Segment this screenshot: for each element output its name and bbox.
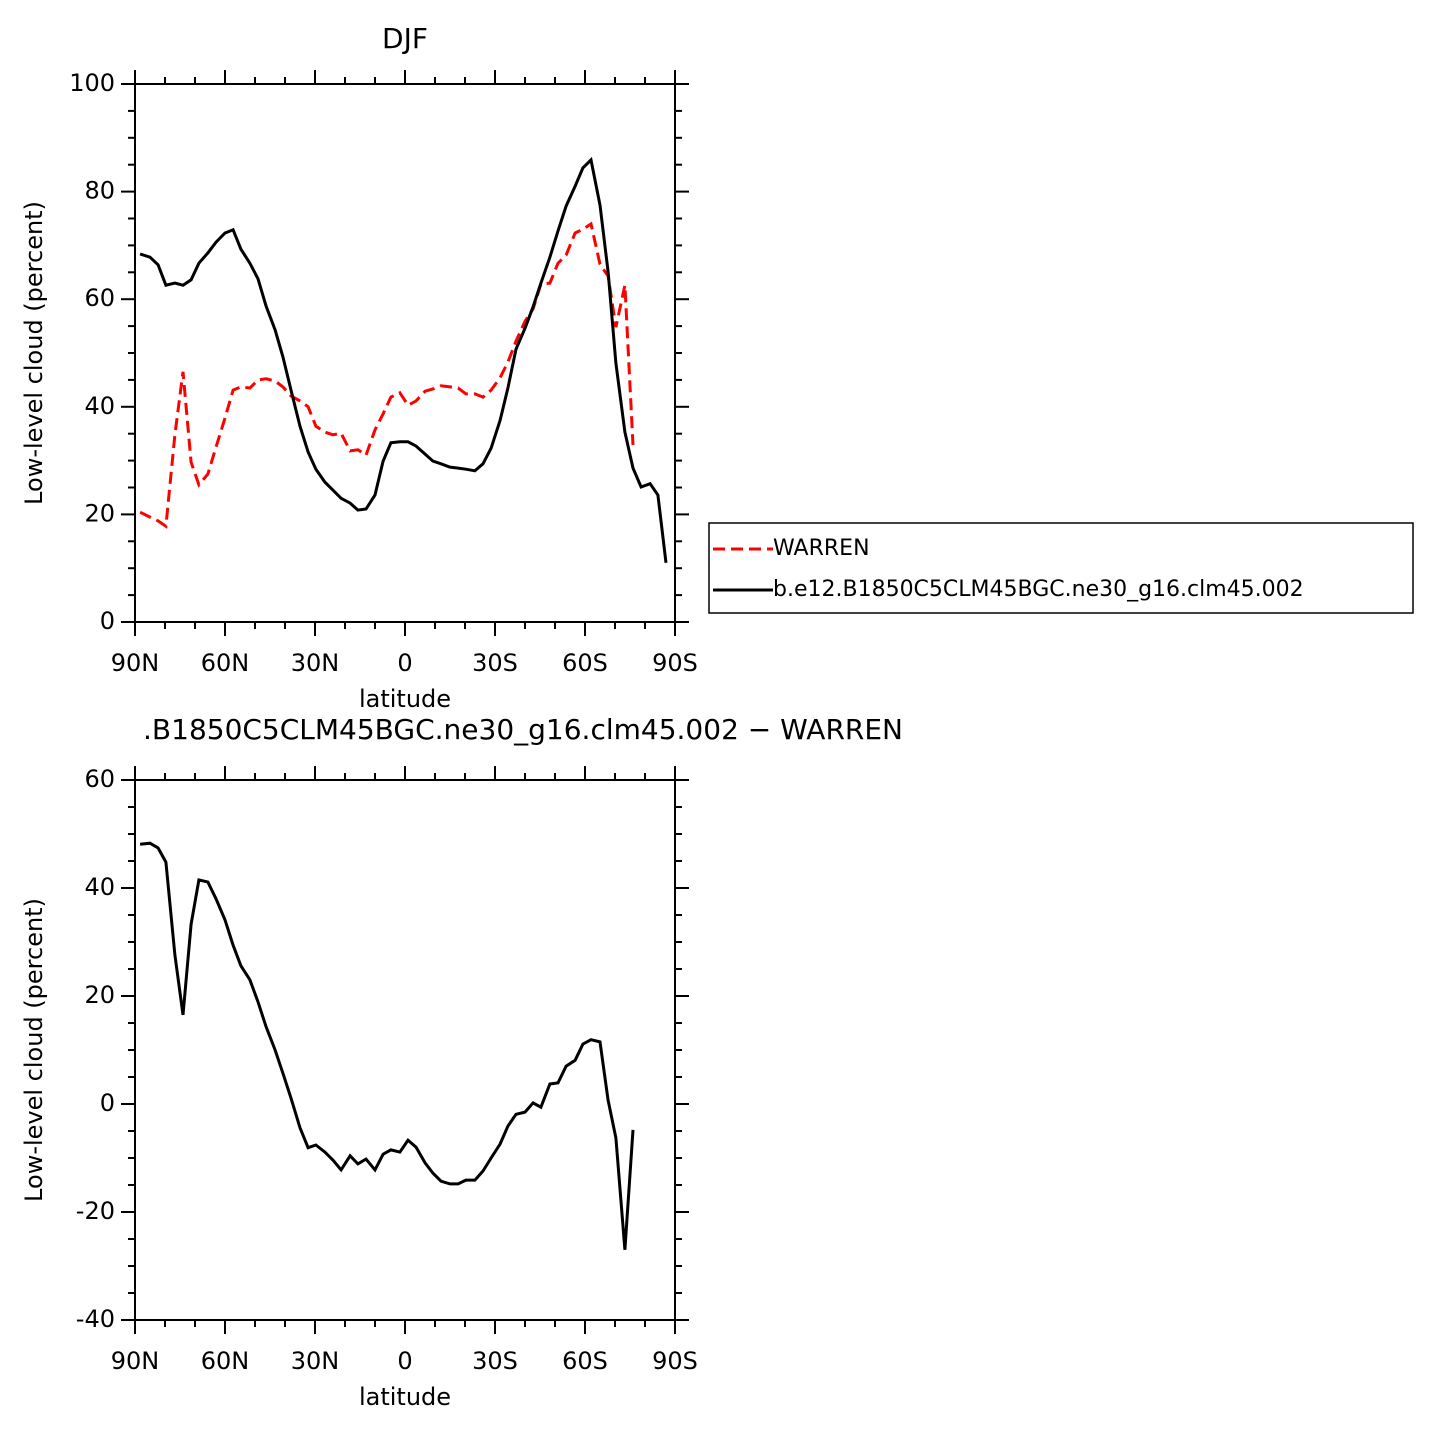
- x-tick-label: 30S: [472, 1347, 518, 1375]
- chart-title: DJF: [382, 22, 428, 55]
- data-line: [139, 841, 635, 1250]
- y-tick-label: 80: [84, 177, 115, 205]
- x-tick-label: 0: [397, 1347, 412, 1375]
- legend-box: [708, 522, 1414, 614]
- x-axis-label: latitude: [359, 685, 451, 713]
- x-axis-label: latitude: [359, 1383, 451, 1411]
- chart-title: .B1850C5CLM45BGC.ne30_g16.clm45.002 − WA…: [143, 713, 903, 746]
- y-tick-label: 0: [100, 1089, 115, 1117]
- data-line: [139, 156, 668, 563]
- y-axis-label: Low-level cloud (percent): [20, 201, 48, 505]
- legend-label: WARREN: [773, 536, 870, 561]
- y-tick-label: 40: [84, 873, 115, 901]
- y-tick-label: 40: [84, 392, 115, 420]
- y-tick-label: 0: [100, 607, 115, 635]
- y-tick-label: 60: [84, 765, 115, 793]
- y-tick-label: 60: [84, 284, 115, 312]
- x-tick-label: 0: [397, 649, 412, 677]
- y-tick-label: 100: [69, 69, 115, 97]
- x-tick-label: 60S: [562, 649, 608, 677]
- legend-label: b.e12.B1850C5CLM45BGC.ne30_g16.clm45.002: [773, 577, 1304, 602]
- x-tick-label: 90N: [111, 1347, 160, 1375]
- y-axis-label: Low-level cloud (percent): [20, 898, 48, 1202]
- x-tick-label: 60N: [201, 649, 250, 677]
- x-tick-label: 30N: [291, 649, 340, 677]
- x-tick-label: 30S: [472, 649, 518, 677]
- x-tick-label: 90S: [652, 649, 698, 677]
- y-tick-label: -20: [76, 1197, 115, 1225]
- data-line: [139, 221, 635, 529]
- x-tick-label: 90N: [111, 649, 160, 677]
- x-tick-label: 60N: [201, 1347, 250, 1375]
- x-tick-label: 60S: [562, 1347, 608, 1375]
- x-tick-label: 90S: [652, 1347, 698, 1375]
- y-tick-label: -40: [76, 1305, 115, 1333]
- y-tick-label: 20: [84, 981, 115, 1009]
- x-tick-label: 30N: [291, 1347, 340, 1375]
- y-tick-label: 20: [84, 499, 115, 527]
